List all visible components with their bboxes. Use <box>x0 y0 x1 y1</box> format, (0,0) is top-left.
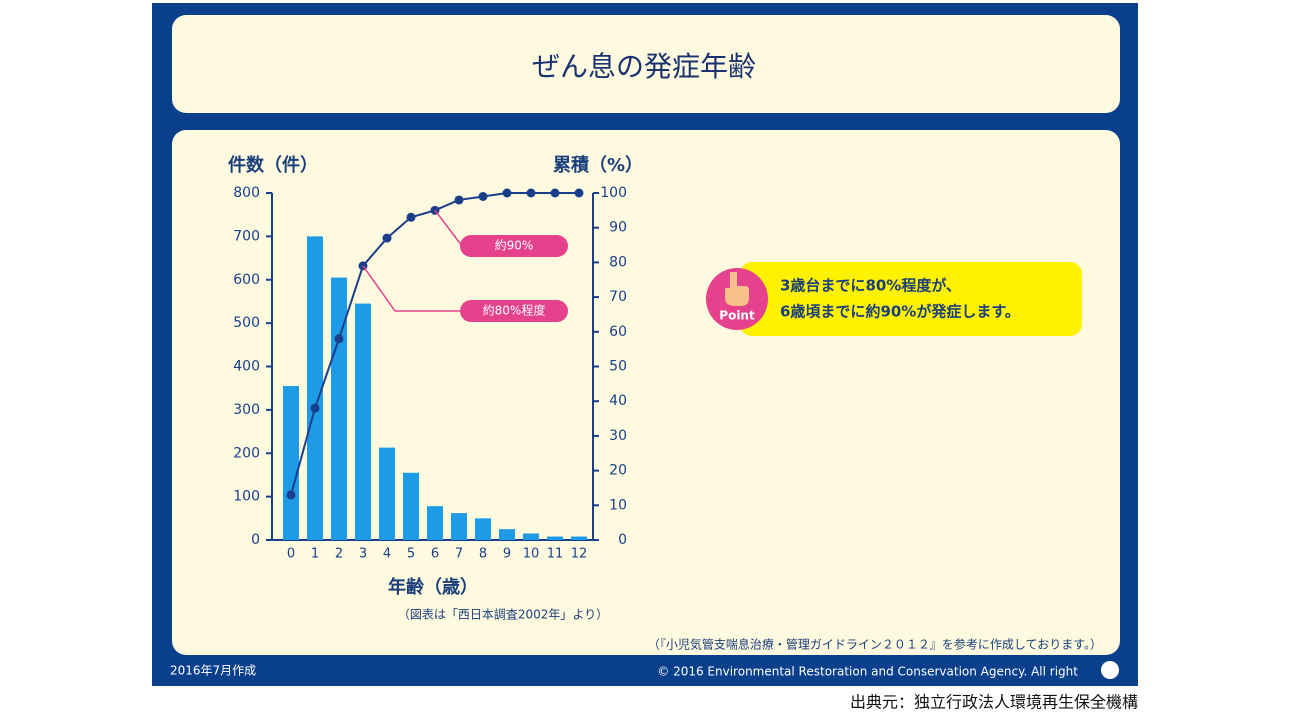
bar <box>523 533 539 540</box>
chart-title: ぜん息の発症年齢 <box>532 50 756 83</box>
x-tick-label: 4 <box>383 547 391 562</box>
y2-tick-label: 30 <box>609 428 627 444</box>
annotation-text: 約80%程度 <box>483 303 546 318</box>
bar <box>475 518 491 540</box>
x-tick-label: 7 <box>455 547 463 562</box>
y2-tick-label: 20 <box>609 463 627 479</box>
line-point <box>574 188 584 198</box>
y2-tick-label: 90 <box>609 220 627 236</box>
line-point <box>286 490 296 500</box>
x-tick-label: 11 <box>547 547 564 562</box>
x-tick-label: 9 <box>503 547 511 562</box>
bar <box>307 236 323 540</box>
line-point <box>502 188 512 198</box>
footer-date: 2016年7月作成 <box>170 664 256 678</box>
bar <box>355 303 371 540</box>
y-tick-label: 200 <box>233 445 260 461</box>
x-tick-label: 12 <box>571 547 588 562</box>
y2-axis-label: 累積（%） <box>553 154 643 176</box>
y2-tick-label: 70 <box>609 289 627 305</box>
y-tick-label: 700 <box>233 228 260 244</box>
source-note: （図表は「西日本調査2002年」より） <box>398 608 608 622</box>
x-tick-label: 1 <box>311 547 319 562</box>
x-tick-label: 5 <box>407 547 415 562</box>
bar <box>571 536 587 540</box>
point-label: Point <box>719 309 755 323</box>
line-point <box>382 233 392 243</box>
bar <box>427 506 443 540</box>
line-point <box>334 334 344 344</box>
bar <box>283 386 299 540</box>
annotation-line <box>362 265 462 312</box>
y-tick-label: 500 <box>233 315 260 331</box>
y2-tick-label: 100 <box>600 185 627 201</box>
annotation-line <box>434 209 463 247</box>
bar <box>451 513 467 540</box>
line-point <box>454 195 464 205</box>
annotation-box <box>460 300 568 322</box>
x-tick-label: 3 <box>359 547 367 562</box>
line-point <box>478 191 488 201</box>
y-tick-label: 400 <box>233 359 260 375</box>
annotation-box <box>460 235 568 257</box>
y-tick-label: 800 <box>233 185 260 201</box>
y-tick-label: 0 <box>251 532 260 548</box>
x-axis-label: 年齢（歳） <box>388 576 478 598</box>
y2-tick-label: 50 <box>609 359 627 375</box>
bar <box>331 277 347 540</box>
y2-tick-label: 60 <box>609 324 627 340</box>
bar <box>499 529 515 540</box>
point-box <box>740 262 1082 336</box>
y2-tick-label: 80 <box>609 254 627 270</box>
y2-tick-label: 40 <box>609 393 627 409</box>
y-tick-label: 300 <box>233 402 260 418</box>
copyright: © 2016 Environmental Restoration and Con… <box>657 665 1078 679</box>
source: 出典元：独立行政法人環境再生保全機構 <box>850 693 1138 712</box>
x-tick-label: 0 <box>287 547 295 562</box>
x-tick-label: 8 <box>479 547 487 562</box>
point-text: 6歳頃までに約90%が発症します。 <box>780 303 1020 321</box>
y-tick-label: 100 <box>233 489 260 505</box>
y-tick-label: 600 <box>233 272 260 288</box>
y2-tick-label: 10 <box>609 497 627 513</box>
line-point <box>526 188 536 198</box>
y-axis-label: 件数（件） <box>228 154 318 176</box>
bar <box>379 447 395 540</box>
line-point <box>550 188 560 198</box>
y2-tick-label: 0 <box>618 532 627 548</box>
bar <box>403 472 419 540</box>
logo <box>1101 661 1119 679</box>
reference-note: （『小児気管支喘息治療・管理ガイドライン２０１２』を参考に作成しております。） <box>648 637 1102 652</box>
bar <box>547 536 563 540</box>
x-tick-label: 6 <box>431 547 439 562</box>
title-panel <box>172 15 1120 113</box>
annotation-text: 約90% <box>495 238 534 253</box>
line-point <box>310 403 320 413</box>
x-tick-label: 2 <box>335 547 343 562</box>
line-point <box>406 212 416 222</box>
point-text: 3歳台までに80%程度が、 <box>780 277 961 295</box>
x-tick-label: 10 <box>523 547 540 562</box>
finger-icon <box>725 272 749 306</box>
